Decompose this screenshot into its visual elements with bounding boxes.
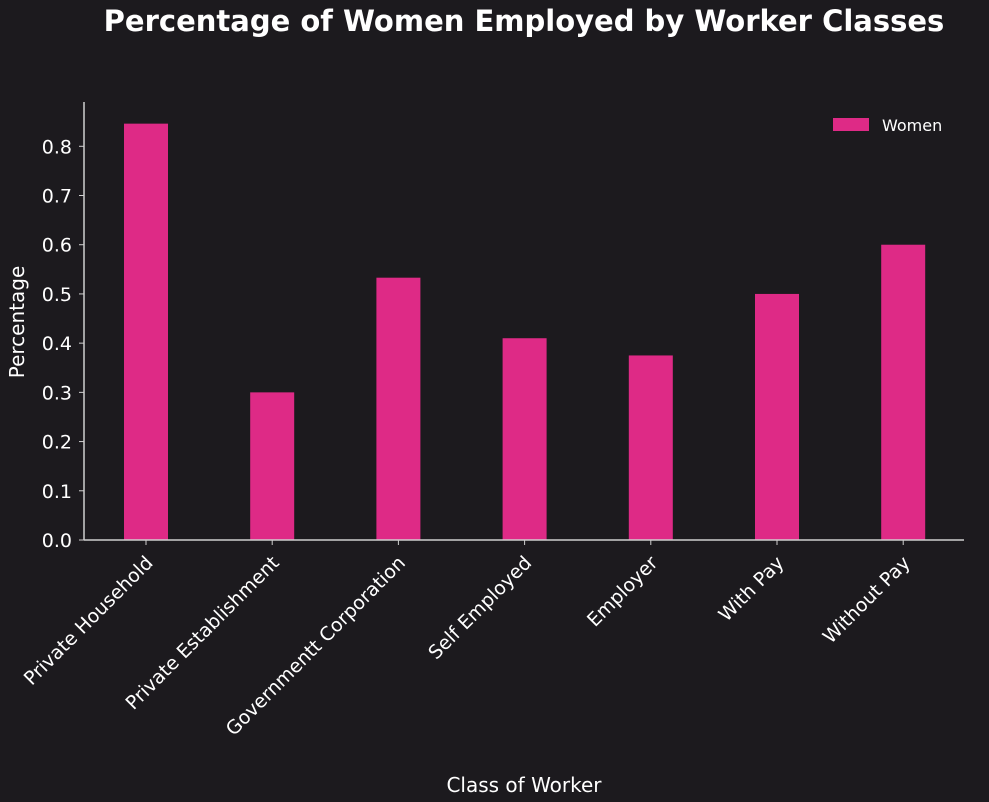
- y-axis-ticks: 0.0 0.1 0.2 0.3 0.4 0.5 0.6 0.7 0.8: [42, 136, 84, 552]
- legend: Women: [833, 116, 942, 135]
- y-tick-label: 0.8: [42, 136, 72, 158]
- x-tick-label: Self Employed: [424, 552, 536, 664]
- bar-employer: [628, 355, 673, 540]
- x-tick-label: Without Pay: [819, 552, 915, 648]
- y-tick-label: 0.6: [42, 235, 72, 257]
- y-tick-label: 0.7: [42, 186, 72, 208]
- legend-swatch-women: [833, 118, 869, 131]
- x-tick-label: Private Household: [20, 552, 158, 690]
- bar-governmentt-corporation: [376, 277, 421, 540]
- bar-self-employed: [502, 338, 547, 540]
- chart-title: Percentage of Women Employed by Worker C…: [104, 4, 945, 38]
- bar-without-pay: [881, 244, 926, 540]
- plot-area: [124, 123, 926, 540]
- y-tick-label: 0.0: [42, 530, 72, 552]
- y-tick-label: 0.3: [42, 382, 72, 404]
- bar-with-pay: [755, 293, 799, 540]
- y-tick-label: 0.5: [42, 284, 72, 306]
- y-axis-label: Percentage: [5, 266, 29, 379]
- x-axis-label: Class of Worker: [446, 773, 602, 797]
- y-tick-label: 0.1: [42, 481, 72, 503]
- bar-private-establishment: [250, 392, 295, 540]
- x-tick-label: Employer: [583, 552, 662, 631]
- x-tick-label: With Pay: [715, 552, 789, 626]
- bar-private-household: [124, 123, 168, 540]
- y-tick-label: 0.4: [42, 333, 72, 355]
- legend-label-women: Women: [882, 116, 942, 135]
- y-tick-label: 0.2: [42, 432, 72, 454]
